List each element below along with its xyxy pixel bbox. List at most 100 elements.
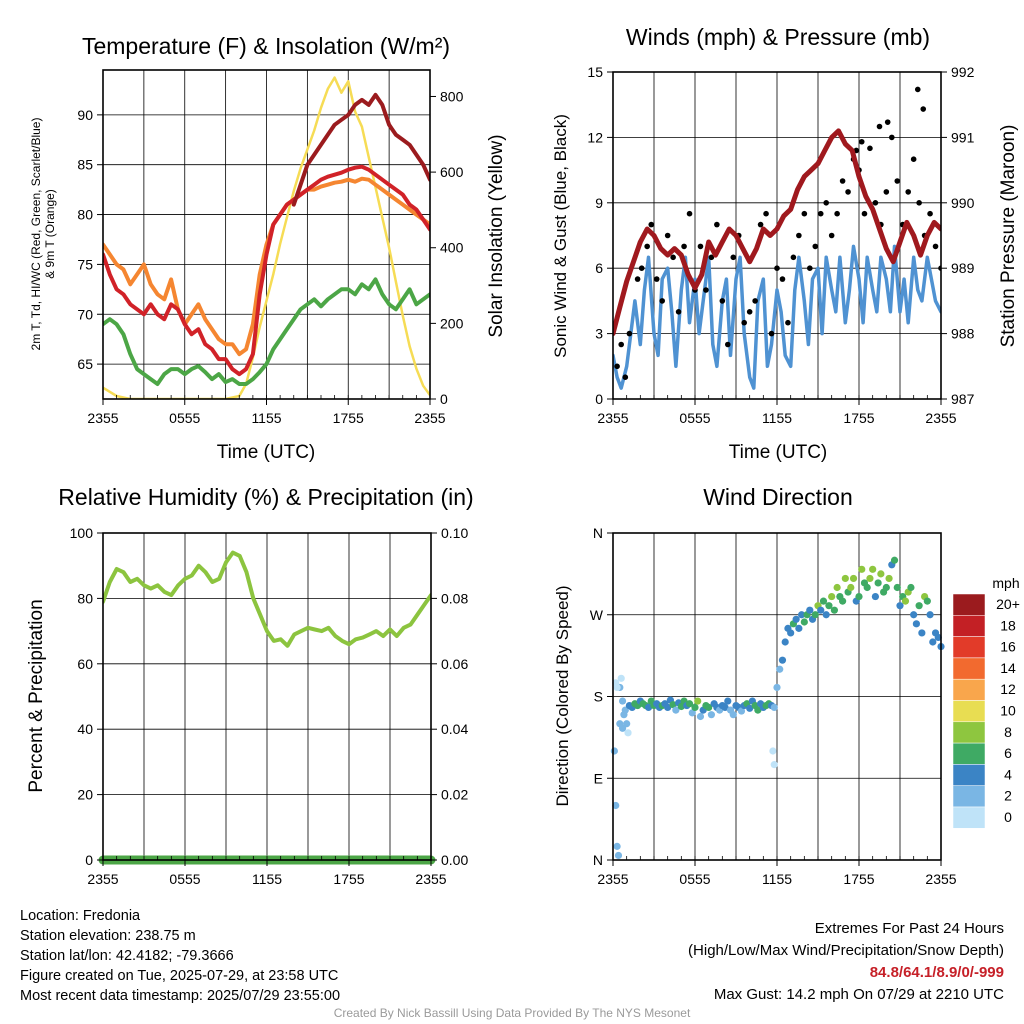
wind-gust-point — [664, 232, 671, 239]
wind-gust-point — [779, 276, 786, 282]
wind-gust-point — [622, 374, 629, 381]
station-elevation: Station elevation: 238.75 m — [20, 928, 196, 944]
temperature-y2label-text: Solar Insolation (Yellow) — [486, 134, 507, 337]
x-tick-label: 2355 — [87, 410, 118, 426]
wind-gust-point — [752, 298, 758, 304]
y2-tick-label: 0.08 — [441, 590, 468, 606]
y2-tick-label: 0.02 — [441, 787, 468, 803]
y-tick-label: 3 — [595, 326, 603, 342]
direction-point — [929, 638, 937, 646]
y2-tick-label: 400 — [440, 240, 464, 256]
temperature-xlabel: Time (UTC) — [217, 442, 316, 463]
colorbar-swatch — [952, 721, 986, 744]
direction-point — [819, 597, 828, 605]
direction-point — [830, 606, 839, 614]
direction-point — [912, 620, 921, 628]
y2-tick-label: 0.04 — [441, 721, 468, 737]
direction-panel: 2355 0555 1155 1755 2355 N E S W N Wind Direction D… — [553, 484, 1020, 887]
y-tick-label: 100 — [70, 525, 94, 541]
direction-point — [669, 701, 677, 709]
colorbar-swatch — [952, 785, 986, 808]
y2-tick-label: 987 — [951, 391, 975, 407]
extremes-subtitle: (High/Low/Max Wind/Precipitation/Snow De… — [688, 942, 1004, 959]
y2-tick-label: 0.06 — [441, 656, 468, 672]
recent-timestamp: Most recent data timestamp: 2025/07/29 2… — [20, 988, 341, 1004]
figure-created: Figure created on Tue, 2025-07-29, at 23… — [20, 968, 339, 984]
wind-gust-point — [714, 221, 720, 228]
direction-point — [934, 633, 942, 642]
x-tick-label: 1755 — [333, 871, 364, 887]
wind-gust-point — [697, 243, 704, 250]
direction-point — [907, 583, 915, 592]
direction-point — [746, 704, 754, 712]
x-tick-label: 1155 — [251, 410, 281, 426]
wind-gust-point — [883, 189, 890, 195]
colorbar-label: 14 — [1000, 660, 1016, 676]
colorbar-label: 10 — [1000, 703, 1016, 719]
wind-gust-point — [801, 210, 808, 217]
direction-point — [685, 700, 694, 708]
wind-gust-point — [812, 243, 819, 250]
colorbar-label: 16 — [1000, 639, 1016, 655]
x-tick-label: 0555 — [679, 871, 710, 887]
direction-title: Wind Direction — [703, 484, 853, 510]
wind-title: Winds (mph) & Pressure (mb) — [626, 24, 930, 50]
wind-gust-point — [920, 106, 927, 112]
wind-gust-point — [807, 265, 813, 272]
temperature-series — [103, 76, 430, 399]
credit-line: Created By Nick Bassill Using Data Provi… — [333, 1006, 691, 1020]
wind-gust-point — [894, 178, 901, 184]
wind-gust-point — [845, 189, 851, 195]
temperature-series-line-3 — [291, 92, 430, 207]
direction-point — [896, 602, 904, 610]
y-tick-label: 70 — [77, 306, 93, 322]
wind-gust-point — [746, 309, 753, 315]
direction-point — [618, 697, 627, 705]
wind-gust-point — [889, 134, 895, 141]
wind-gust-point — [741, 319, 747, 326]
direction-point — [612, 801, 620, 810]
colorbar-swatch — [952, 657, 986, 680]
wind-gust-point — [861, 210, 868, 217]
direction-point — [828, 592, 836, 601]
direction-point — [694, 697, 702, 705]
x-tick-label: 0555 — [679, 410, 710, 426]
wind-gust-point — [876, 123, 883, 130]
direction-point — [910, 611, 918, 619]
wind-gust-point — [686, 210, 693, 217]
y-tick-label: 40 — [77, 721, 93, 737]
station-info: Location: Fredonia Station elevation: 23… — [20, 906, 340, 1006]
y-tick-label: 80 — [77, 207, 93, 223]
direction-ylabel: Direction (Colored By Speed) — [553, 585, 572, 806]
direction-point — [795, 624, 803, 632]
direction-point — [707, 711, 716, 719]
temperature-series-line-0 — [103, 76, 430, 399]
wind-ylabel: Sonic Wind & Gust (Blue, Black) — [551, 114, 570, 358]
direction-point — [691, 703, 699, 712]
y-tick-label: S — [594, 689, 603, 705]
colorbar-label: 12 — [1000, 681, 1016, 697]
y2-tick-label: 992 — [951, 64, 975, 80]
direction-point — [614, 851, 623, 860]
wind-y2label: Station Pressure (Maroon) — [998, 125, 1019, 348]
y-tick-label: 90 — [77, 107, 93, 123]
direction-point — [839, 597, 847, 605]
direction-point — [696, 712, 705, 721]
temperature-y2label: Solar Insolation (Yellow) — [486, 134, 507, 337]
pressure-line — [613, 128, 941, 337]
direction-point — [806, 606, 814, 614]
wind-panel: 2355 0555 1155 1755 2355 0 3 6 9 12 15 987 988 989 990… — [551, 24, 1019, 463]
x-tick-label: 0555 — [169, 410, 200, 426]
wind-gust-point — [634, 276, 641, 282]
wind-gust-point — [653, 276, 660, 282]
temperature-panel: 2355 0555 1155 1755 2355 65 70 75 80 85 90 0 200 400 6… — [29, 33, 507, 463]
humidity-panel: 2355 0555 1155 1755 2355 0 20 40 60 80 100 0.00 0.02… — [26, 484, 474, 887]
y2-tick-label: 988 — [951, 326, 975, 342]
temperature-ylabel-line1: 2m T, Td, HI/WC (Red, Green, Scarlet/Blu… — [29, 118, 43, 351]
wind-gust-point — [927, 210, 933, 217]
direction-point — [618, 724, 627, 732]
direction-point — [787, 629, 795, 637]
wind-gust-point — [703, 287, 709, 293]
direction-point — [754, 706, 762, 714]
station-location: Location: Fredonia — [20, 908, 141, 924]
